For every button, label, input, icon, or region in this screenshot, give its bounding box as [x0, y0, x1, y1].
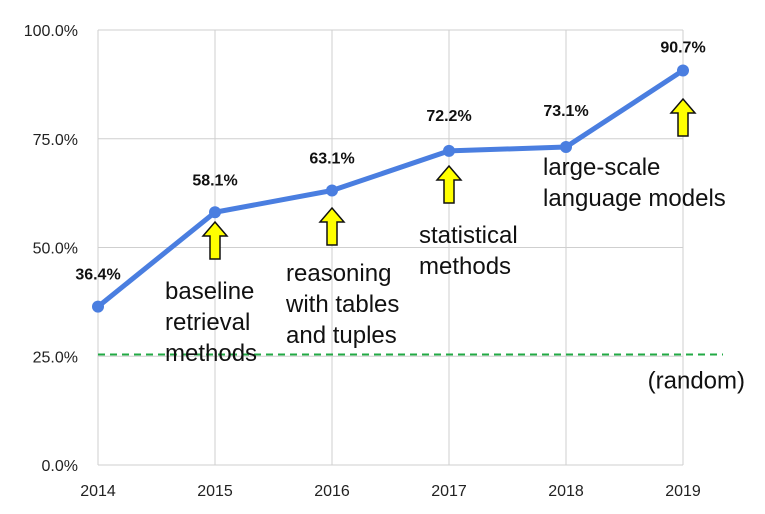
annotation-text-line: and tuples [286, 322, 397, 349]
annotations: baseline retrieval methods reasoning with ta… [165, 97, 726, 367]
annotation-2015: baseline retrieval methods [165, 220, 257, 367]
annotation-text-line: statistical [419, 222, 518, 249]
accuracy-series [92, 64, 689, 313]
x-tick-label: 2017 [431, 483, 467, 500]
y-tick-label: 100.0% [24, 23, 78, 40]
up-arrow-icon [435, 164, 463, 204]
annotation-2017: statistical methods [419, 164, 518, 280]
x-tick-label: 2016 [314, 483, 350, 500]
data-point-2018 [560, 141, 572, 154]
data-point-2019 [677, 64, 689, 77]
annotation-text-line: retrieval [165, 309, 250, 336]
data-label-2016: 63.1% [309, 151, 354, 168]
y-axis-ticks: 0.0% 25.0% 50.0% 75.0% 100.0% [24, 23, 78, 475]
data-point-2015 [209, 206, 221, 219]
gridlines [97, 29, 684, 466]
y-tick-label: 50.0% [33, 241, 78, 258]
data-label-2014: 36.4% [75, 267, 120, 284]
data-label-2019: 90.7% [660, 39, 705, 56]
series-line [95, 67, 686, 310]
y-tick-label: 0.0% [42, 458, 78, 475]
random-baseline-label: (random) [648, 368, 745, 395]
up-arrow-icon [669, 97, 697, 137]
y-tick-label: 25.0% [33, 349, 78, 366]
data-label-2015: 58.1% [192, 172, 237, 189]
up-arrow-icon [318, 206, 346, 246]
annotation-text-line: large-scale [543, 154, 660, 181]
data-point-2014 [92, 300, 104, 313]
annotation-2016: reasoning with tables and tuples [285, 206, 399, 349]
data-label-2018: 73.1% [543, 103, 588, 120]
annotation-text-line: reasoning [286, 260, 391, 287]
data-point-2016 [326, 184, 338, 197]
x-tick-label: 2018 [548, 483, 584, 500]
data-label-2017: 72.2% [426, 108, 471, 125]
x-tick-label: 2015 [197, 483, 233, 500]
annotation-2019: large-scale language models [543, 97, 726, 212]
y-tick-label: 75.0% [33, 132, 78, 149]
up-arrow-icon [201, 220, 229, 260]
annotation-text-line: methods [419, 253, 511, 280]
data-point-2017 [443, 144, 455, 157]
data-labels: 36.4% 58.1% 63.1% 72.2% 73.1% 90.7% [75, 39, 705, 283]
random-baseline: (random) [98, 353, 745, 395]
annotation-text-line: with tables [285, 291, 399, 318]
x-axis-ticks: 2014 2015 2016 2017 2018 2019 [80, 483, 701, 500]
annotation-text-line: language models [543, 185, 726, 212]
annotation-text-line: methods [165, 340, 257, 367]
annotation-text-line: baseline [165, 278, 254, 305]
x-tick-label: 2014 [80, 483, 116, 500]
x-tick-label: 2019 [665, 483, 701, 500]
